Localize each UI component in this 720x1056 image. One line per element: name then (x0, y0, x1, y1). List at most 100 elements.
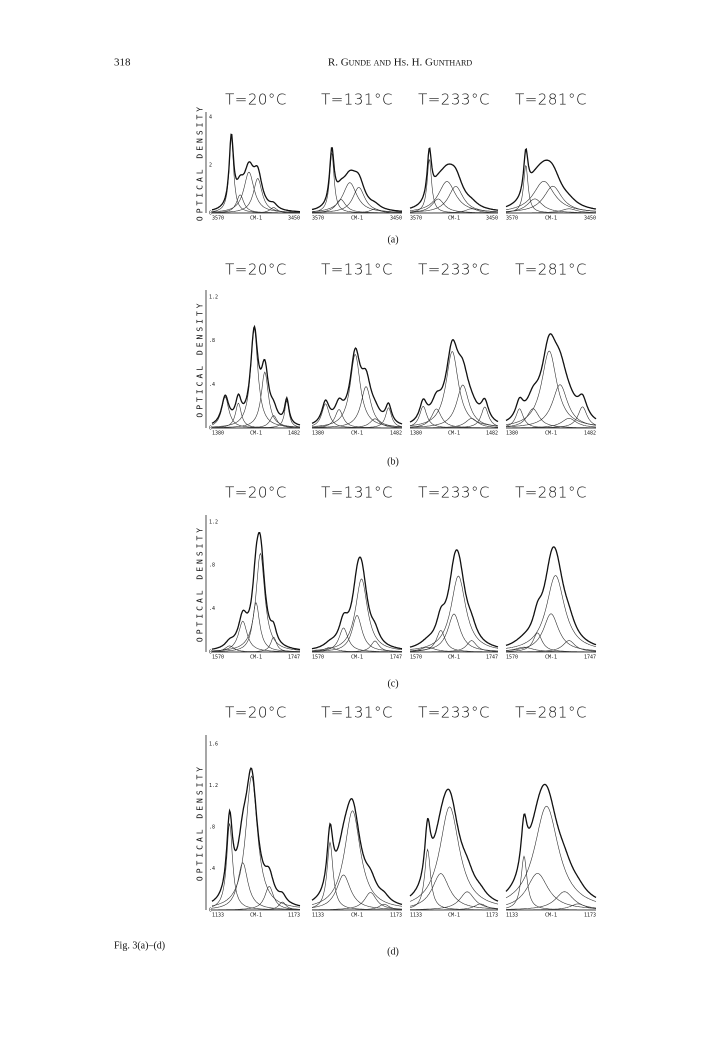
x-axis-label: CM-1 (545, 913, 557, 919)
y-axis-label: OPTICAL DENSITY (196, 104, 205, 221)
component-band (211, 862, 301, 910)
component-band (311, 810, 403, 907)
component-band (505, 646, 596, 653)
x-tick-label: 3450 (288, 216, 300, 222)
component-band (212, 901, 300, 911)
spectrum (505, 783, 597, 899)
y-tick-label: 0 (209, 426, 212, 432)
x-axis-label: CM-1 (351, 655, 363, 661)
component-band (410, 647, 498, 653)
x-axis-label: CM-1 (448, 655, 460, 661)
x-tick-label: 1482 (288, 431, 300, 437)
temperature-title: T=20°C (225, 91, 287, 109)
y-axis-label: OPTICAL DENSITY (196, 764, 205, 881)
spectrum (311, 556, 403, 650)
component-band (505, 384, 597, 428)
component-band (312, 418, 403, 429)
x-tick-label: 1380 (506, 431, 518, 437)
x-tick-label: 3570 (410, 216, 422, 222)
x-tick-label: 3570 (212, 216, 224, 222)
component-band (312, 409, 402, 429)
component-band (211, 194, 300, 214)
panel-label: (d) (387, 946, 399, 957)
x-tick-label: 1570 (410, 655, 422, 661)
spectrum (211, 133, 300, 213)
spectrum (409, 788, 499, 902)
x-tick-label: 1133 (312, 913, 324, 919)
x-tick-label: 1133 (506, 913, 518, 919)
spectrum (211, 532, 301, 651)
y-tick-label: 2 (209, 163, 212, 169)
component-band (505, 873, 596, 909)
x-tick-label: 1133 (410, 913, 422, 919)
spectrum (505, 333, 597, 422)
component-band (409, 408, 498, 429)
x-axis-label: CM-1 (250, 655, 262, 661)
temperature-title: T=20°C (225, 261, 287, 279)
x-tick-label: 1173 (486, 913, 498, 919)
page-number: 318 (114, 57, 131, 69)
component-band (312, 187, 402, 213)
component-band (505, 185, 597, 212)
component-band (505, 575, 597, 649)
x-axis-label: CM-1 (545, 655, 557, 661)
component-band (505, 613, 597, 651)
component-band (506, 418, 597, 429)
y-tick-label: 1.6 (209, 741, 218, 747)
temperature-title: T=281°C (515, 704, 587, 722)
x-tick-label: 3450 (486, 216, 498, 222)
x-tick-label: 1747 (584, 655, 596, 661)
x-axis-label: CM-1 (351, 913, 363, 919)
panel-label: (b) (387, 456, 399, 467)
panel-label: (c) (387, 678, 398, 689)
temperature-title: T=281°C (515, 91, 587, 109)
y-tick-label: 1.2 (209, 519, 218, 525)
component-band (212, 207, 301, 214)
component-band (212, 399, 301, 429)
x-tick-label: 1747 (288, 655, 300, 661)
temperature-title: T=281°C (515, 484, 587, 502)
component-band (311, 354, 403, 428)
x-tick-label: 1747 (390, 655, 402, 661)
figure-caption: Fig. 3(a)–(d) (114, 940, 165, 951)
component-band (409, 158, 498, 214)
y-tick-label: 0 (209, 211, 212, 217)
component-band (312, 627, 402, 653)
temperature-title: T=20°C (225, 704, 287, 722)
temperature-title: T=281°C (515, 261, 587, 279)
spectrum (211, 767, 301, 907)
component-band (311, 152, 402, 214)
component-band (410, 891, 499, 910)
spectrum (409, 549, 499, 648)
component-band (212, 886, 300, 911)
component-band (312, 386, 403, 428)
x-tick-label: 3570 (312, 216, 324, 222)
temperature-title: T=20°C (225, 484, 287, 502)
y-tick-label: 1.2 (209, 783, 218, 789)
component-band (409, 848, 498, 911)
temperature-title: T=233°C (418, 261, 490, 279)
y-tick-label: .4 (209, 606, 215, 612)
temperature-title: T=131°C (321, 91, 393, 109)
component-band (409, 806, 499, 905)
spectrum (409, 147, 499, 211)
component-band (312, 892, 402, 910)
y-tick-label: 1.2 (209, 294, 218, 300)
spectrum (409, 339, 499, 423)
spectrum (505, 147, 597, 210)
component-band (505, 408, 596, 428)
y-axis-label: OPTICAL DENSITY (196, 525, 205, 642)
component-band (312, 640, 403, 653)
component-band (312, 615, 402, 652)
component-band (211, 135, 300, 214)
x-tick-label: 1570 (212, 655, 224, 661)
component-band (506, 208, 597, 214)
x-axis-label: CM-1 (448, 216, 460, 222)
running-header: R. Gunde and Hs. H. Gunthard (328, 57, 472, 69)
component-band (410, 903, 499, 911)
spectrum (505, 546, 597, 647)
x-tick-label: 1747 (486, 655, 498, 661)
x-tick-label: 1380 (410, 431, 422, 437)
panel-label: (a) (387, 234, 398, 245)
